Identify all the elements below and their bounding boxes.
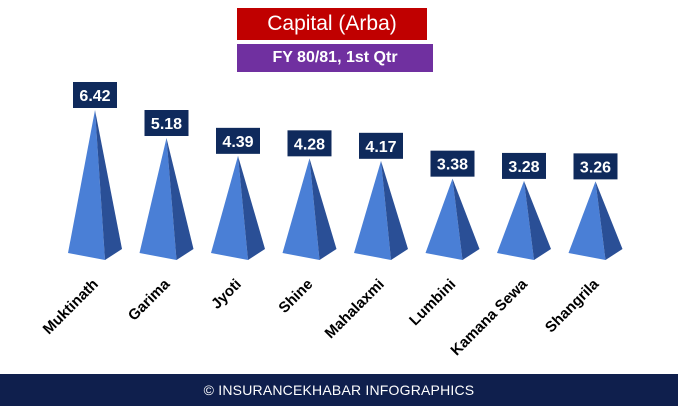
pyramid-chart: 6.42 Muktinath 5.18 Garima 4.39 Jyoti 4.28 Shin… <box>40 82 623 359</box>
pyramid-face-light <box>68 110 105 260</box>
pyramid-face-dark <box>166 138 194 260</box>
pyramid-face-dark <box>95 110 122 260</box>
value-label-box <box>573 153 618 180</box>
pyramid-1 <box>68 110 122 260</box>
pyramid-2 <box>139 138 194 260</box>
value-label: 4.28 <box>294 136 325 153</box>
pyramid-face-dark <box>524 180 551 260</box>
value-label-box <box>502 152 546 179</box>
pyramid-face-light <box>568 181 606 260</box>
value-label: 6.42 <box>79 88 110 105</box>
pyramid-face-dark <box>595 181 623 260</box>
value-label: 3.26 <box>580 159 611 176</box>
chart-title: Capital (Arba) <box>237 8 427 40</box>
category-label: Jyoti <box>208 276 245 313</box>
value-label-box <box>144 110 189 137</box>
chart-subtitle: FY 80/81, 1st Qtr <box>237 44 433 72</box>
pyramid-face-light <box>425 178 463 260</box>
pyramid-face-light <box>139 138 177 260</box>
category-label: Shangrila <box>542 275 603 336</box>
footer-credit: © INSURANCEKHABAR INFOGRAPHICS <box>0 374 678 406</box>
value-label: 3.28 <box>508 159 539 176</box>
pyramid-face-dark <box>452 178 480 260</box>
category-label: Muktinath <box>40 276 102 338</box>
pyramid-4 <box>282 158 337 260</box>
category-label: Garima <box>125 275 174 324</box>
value-label: 4.39 <box>222 134 253 151</box>
pyramid-7 <box>497 180 551 260</box>
pyramid-face-light <box>497 180 534 260</box>
value-label: 4.17 <box>365 139 396 156</box>
value-label-box <box>359 132 403 159</box>
category-label: Shine <box>275 276 316 317</box>
pyramid-3 <box>211 155 265 260</box>
value-label: 3.38 <box>437 157 468 174</box>
pyramid-face-dark <box>238 155 265 260</box>
pyramid-face-light <box>354 160 391 260</box>
value-label-box <box>73 82 117 108</box>
value-label-box <box>430 150 475 177</box>
value-label: 5.18 <box>151 116 182 133</box>
pyramid-face-light <box>211 155 248 260</box>
category-label: Mahalaxmi <box>322 276 388 342</box>
pyramid-face-dark <box>381 160 408 260</box>
value-label-box <box>216 127 260 154</box>
pyramid-8 <box>568 181 623 260</box>
pyramid-face-light <box>282 158 320 260</box>
category-label: Lumbini <box>406 276 459 329</box>
value-label-box <box>287 130 332 157</box>
pyramid-6 <box>425 178 480 260</box>
pyramid-face-dark <box>309 158 337 260</box>
pyramid-5 <box>354 160 408 260</box>
category-label: Kamana Sewa <box>447 275 531 359</box>
